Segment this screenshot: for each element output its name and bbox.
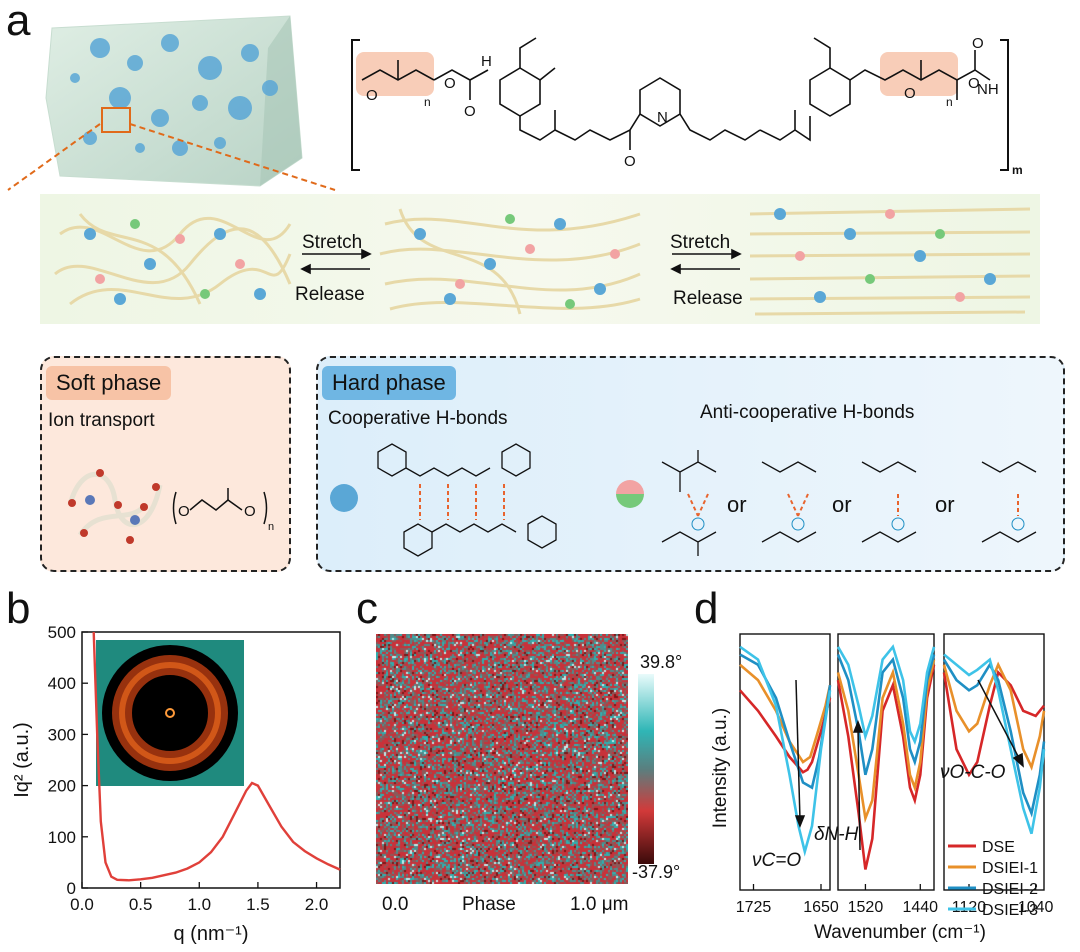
saxs-y-tick-label: 200: [48, 777, 76, 796]
anticooperative-hbond-structures: [661, 450, 1037, 556]
saxs-x-axis-label: q (nm⁻¹): [174, 923, 249, 945]
atom-nh: NH: [977, 81, 999, 98]
colorbar-min-label: -37.9°: [632, 862, 681, 882]
annotation-nh: δN-H: [814, 824, 859, 845]
saxs-y-tick-label: 500: [48, 623, 76, 642]
panel-label-d: d: [694, 584, 719, 633]
peo-repeat-unit: O O n: [172, 488, 274, 533]
saxs-y-tick-label: 400: [48, 674, 76, 693]
hydrogel-block-illustration: [45, 15, 303, 187]
peo-subscript-n: n: [268, 521, 274, 533]
ion-transport-illustration: [67, 469, 163, 544]
ftir-series-line: [942, 658, 1046, 818]
peo-o-2: O: [244, 503, 256, 520]
ftir-chart: 172516501520144011201040 Intensity (a.u.…: [710, 633, 1054, 943]
or-label-2: or: [832, 492, 852, 517]
anticooperative-hbonds-label: Anti-cooperative H-bonds: [700, 402, 915, 423]
ftir-legend-label: DSIEI-1: [982, 860, 1038, 877]
stretch-label-2: Stretch: [670, 232, 731, 253]
ftir-series-line: [943, 653, 1046, 835]
hard-phase-title: Hard phase: [322, 366, 456, 400]
subscript-m: m: [1012, 163, 1023, 177]
polymer-chemical-structure: O n O O H N O O n O O NH m: [351, 35, 1023, 177]
saxs-x-tick-label: 0.5: [129, 895, 153, 914]
ftir-series-line: [836, 644, 936, 746]
saxs-curve: [92, 631, 341, 882]
or-label-3: or: [935, 492, 955, 517]
atom-o-1: O: [366, 87, 378, 104]
subscript-n-2: n: [946, 95, 953, 109]
ion-transport-label: Ion transport: [48, 410, 155, 431]
peo-o-1: O: [178, 503, 190, 520]
cooperative-hbonds-label: Cooperative H-bonds: [328, 408, 508, 429]
saxs-x-tick-label: 1.5: [246, 895, 270, 914]
saxs-y-tick-label: 300: [48, 725, 76, 744]
or-label-1: or: [727, 492, 747, 517]
colorbar-max-label: 39.8°: [640, 652, 683, 672]
saxs-x-tick-label: 1.0: [187, 895, 211, 914]
afm-phase-label: Phase: [462, 894, 516, 915]
ftir-legend-label: DSIEI-2: [982, 881, 1038, 898]
ftir-series-line: [739, 689, 832, 774]
ftir-segment-frame: [739, 633, 831, 891]
atom-o-4: O: [624, 153, 636, 170]
afm-scale-end: 1.0 μm: [570, 894, 629, 915]
soft-phase-title: Soft phase: [46, 366, 172, 400]
afm-scale-start: 0.0: [382, 894, 409, 915]
saxs-chart: 0.0 0.5 1.0 1.5 2.0 0 100 200 300 400 500 q (nm⁻¹)…: [11, 623, 341, 945]
ftir-legend: DSE DSIEI-1 DSIEI-2 DSIEI-3: [948, 839, 1038, 919]
ftir-series-line: [942, 661, 1046, 771]
saxs-y-tick-label: 0: [67, 879, 76, 898]
ftir-x-axis-label: Wavenumber (cm⁻¹): [814, 922, 986, 943]
panel-label-a: a: [6, 0, 31, 45]
saxs-plot-frame: [81, 631, 341, 889]
phase-colorbar: [638, 674, 654, 864]
annotation-co: νC=O: [752, 850, 801, 871]
atom-h-1: H: [481, 53, 492, 70]
saxs-y-tick-label: 100: [48, 828, 76, 847]
ftir-segment-frame: [837, 633, 935, 891]
panel-label-c: c: [356, 584, 378, 633]
ftir-legend-label: DSIEI-3: [982, 902, 1038, 919]
afm-phase-image: [376, 634, 628, 884]
ftir-segment-frame: [943, 633, 1045, 891]
atom-o-5: O: [904, 85, 916, 102]
saxs-y-axis-label: Iq² (a.u.): [11, 722, 33, 798]
cooperative-hbond-structure: [330, 443, 557, 557]
atom-n-pyridine: N: [657, 109, 668, 126]
hbond-dimer-icon: [616, 480, 644, 508]
subscript-n-1: n: [424, 95, 431, 109]
ftir-series-line: [739, 645, 832, 857]
ftir-x-tick-label: 1040: [1018, 899, 1054, 916]
atom-o-7: O: [972, 35, 984, 52]
stretch-label-1: Stretch: [302, 232, 363, 253]
ftir-series-line: [739, 663, 832, 764]
atom-o-6: O: [968, 75, 980, 92]
ftir-y-axis-label: Intensity (a.u.): [710, 708, 731, 828]
saxs-x-tick-label: 0.0: [70, 895, 94, 914]
ftir-x-tick-label: 1725: [736, 899, 772, 916]
ftir-legend-label: DSE: [982, 839, 1015, 856]
atom-o-2: O: [444, 75, 456, 92]
release-label-1: Release: [295, 284, 365, 305]
ftir-x-tick-label: 1520: [848, 899, 884, 916]
ftir-x-tick-label: 1440: [902, 899, 938, 916]
ftir-x-tick-label: 1650: [803, 899, 839, 916]
ftir-series-line: [836, 664, 936, 870]
panel-label-b: b: [6, 584, 31, 633]
network-illustrations: [54, 207, 1031, 316]
annotation-oco: νO-C-O: [940, 762, 1006, 783]
atom-o-3: O: [464, 103, 476, 120]
zoom-lines: [7, 123, 336, 191]
ftir-series-line: [739, 653, 832, 790]
ftir-series-line: [942, 669, 1046, 778]
release-label-2: Release: [673, 288, 743, 309]
saxs-x-tick-label: 2.0: [305, 895, 329, 914]
